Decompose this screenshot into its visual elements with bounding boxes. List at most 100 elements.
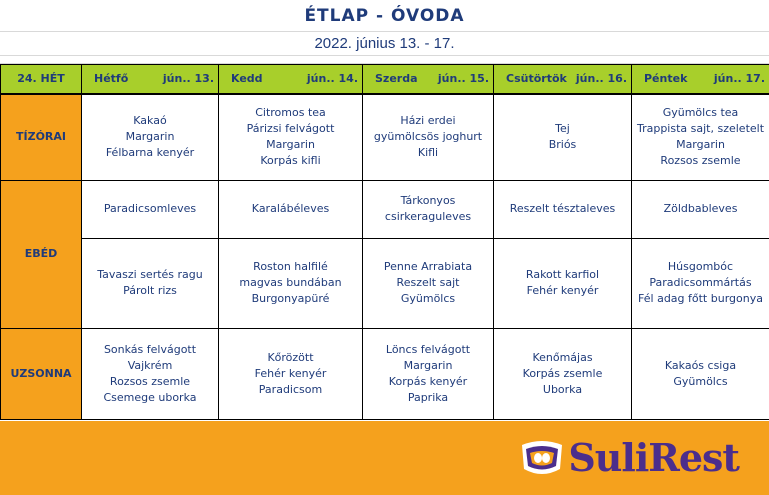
header-row: 24. HÉT Hétfő jún.. 13. Kedd jún.. 14. Sze… xyxy=(0,64,769,95)
menu-cell: Kakaó Margarin Félbarna kenyér xyxy=(81,93,219,181)
ebed-soup-row: EBÉD Paradicsomleves Karalábéleves Tárko… xyxy=(0,179,769,329)
menu-cell: Húsgombóc Paradicsommártás Fél adag főtt b… xyxy=(631,237,769,329)
menu-item: Burgonyapüré xyxy=(251,292,330,305)
menu-item: Paradicsom xyxy=(258,382,323,396)
menu-cell: Gyümölcs tea Trappista sajt, szeletelt Mar… xyxy=(631,93,769,181)
day-header-thursday: Csütörtök jún.. 16. xyxy=(493,64,632,95)
day-header-friday: Péntek jún.. 17. xyxy=(631,64,769,95)
menu-item: Roston halfilé xyxy=(253,260,328,273)
menu-item: Vajkrém xyxy=(127,358,173,372)
menu-cell: Penne Arrabiata Reszelt sajt Gyümölcs xyxy=(362,237,494,329)
spacer-row xyxy=(0,56,769,64)
menu-cell: Kőrözött Fehér kenyér Paradicsom xyxy=(218,327,363,420)
menu-item: Tárkonyos xyxy=(400,194,456,207)
menu-item: Korpás kifli xyxy=(260,154,321,168)
menu-item: Zöldbableves xyxy=(663,202,738,215)
day-name: Csütörtök xyxy=(506,72,567,85)
page-title: ÉTLAP - ÓVODA xyxy=(0,0,769,32)
menu-item: Paradicsommártás xyxy=(649,276,752,289)
footer-banner: SuliRest xyxy=(0,421,769,495)
menu-item: Félbarna kenyér xyxy=(105,146,195,160)
menu-cell: Löncs felvágott Margarin Korpás kenyér Papr… xyxy=(362,327,494,420)
menu-cell: Házi erdei gyümölcsös joghurt Kifli xyxy=(362,93,494,181)
menu-item: Korpás kenyér xyxy=(388,374,468,388)
menu-cell: Karalábéleves xyxy=(218,179,363,239)
menu-cell: Tárkonyos csirkeraguleves xyxy=(362,179,494,239)
menu-item: Briós xyxy=(548,138,577,152)
menu-item: Csemege uborka xyxy=(103,390,197,404)
menu-item: Reszelt tésztaleves xyxy=(509,202,616,215)
menu-item: Tavaszi sertés ragu xyxy=(97,268,203,281)
menu-item: Margarin xyxy=(266,138,315,152)
menu-item: Rakott karfiol xyxy=(525,268,600,281)
menu-item: Paradicsomleves xyxy=(103,202,197,215)
menu-item: Párizsi felvágott xyxy=(246,122,335,136)
menu-cell: Reszelt tésztaleves xyxy=(493,179,632,239)
day-header-monday: Hétfő jún.. 13. xyxy=(81,64,219,95)
menu-item: Sonkás felvágott xyxy=(103,342,197,356)
menu-cell: Roston halfilé magvas bundában Burgonyapür… xyxy=(218,237,363,329)
menu-cell: Kenőmájas Korpás zsemle Uborka xyxy=(493,327,632,420)
menu-item: Gyümölcs xyxy=(400,292,456,305)
menu-item: Házi erdei xyxy=(400,114,456,128)
menu-item: Fehér kenyér xyxy=(254,366,327,380)
menu-cell: Tavaszi sertés ragu Párolt rizs xyxy=(81,237,219,329)
menu-item: Citromos tea xyxy=(255,106,326,120)
menu-item: Kakaós csiga xyxy=(664,358,737,372)
menu-item: Fél adag főtt burgonya xyxy=(638,292,763,305)
menu-cell: Citromos tea Párizsi felvágott Margarin Kor… xyxy=(218,93,363,181)
day-name: Szerda xyxy=(375,72,418,85)
menu-item: Rozsos zsemle xyxy=(109,374,191,388)
menu-cell: Sonkás felvágott Vajkrém Rozsos zsemle Csem… xyxy=(81,327,219,420)
menu-item: Paprika xyxy=(407,390,449,404)
day-date: jún.. 14. xyxy=(306,72,358,85)
menu-item: Rozsos zsemle xyxy=(660,154,741,168)
menu-item: Margarin xyxy=(125,130,175,144)
menu-item: Kifli xyxy=(417,146,439,160)
day-header-tuesday: Kedd jún.. 14. xyxy=(218,64,363,95)
menu-item: Uborka xyxy=(542,382,583,396)
menu-cell: Kakaós csiga Gyümölcs xyxy=(631,327,769,420)
meal-label-ebed: EBÉD xyxy=(0,179,82,329)
menu-item: Kőrözött xyxy=(267,350,314,364)
day-header-wednesday: Szerda jún.. 15. xyxy=(362,64,494,95)
day-name: Péntek xyxy=(644,72,688,85)
menu-item: Gyümölcs tea xyxy=(662,106,739,120)
menu-item: magvas bundában xyxy=(239,276,342,289)
menu-item: Reszelt sajt xyxy=(396,276,460,289)
menu-cell: Rakott karfiol Fehér kenyér xyxy=(493,237,632,329)
tizorai-row: TÍZÓRAI Kakaó Margarin Félbarna kenyér Cit… xyxy=(0,93,769,181)
menu-item: Löncs felvágott xyxy=(385,342,471,356)
menu-item: gyümölcsös joghurt xyxy=(373,130,483,144)
day-date: jún.. 16. xyxy=(575,72,627,85)
menu-item: Margarin xyxy=(676,138,725,152)
date-range: 2022. június 13. - 17. xyxy=(0,32,769,56)
menu-item: Margarin xyxy=(403,358,453,372)
menu-item: csirkeraguleves xyxy=(384,210,472,223)
menu-item: Kenőmájas xyxy=(532,350,593,364)
menu-cell: Tej Briós xyxy=(493,93,632,181)
week-label: 24. HÉT xyxy=(0,64,82,95)
day-name: Kedd xyxy=(231,72,263,85)
menu-cell: Paradicsomleves xyxy=(81,179,219,239)
menu-item: Fehér kenyér xyxy=(526,284,599,297)
sulirest-logo-icon xyxy=(522,440,563,474)
menu-item: Karalábéleves xyxy=(251,202,330,215)
meal-label-uzsonna: UZSONNA xyxy=(0,327,82,420)
day-date: jún.. 15. xyxy=(437,72,489,85)
logo-text: SuliRest xyxy=(568,435,740,480)
meal-label-tizorai: TÍZÓRAI xyxy=(0,93,82,181)
day-name: Hétfő xyxy=(94,72,129,85)
ebed-main-row: Tavaszi sertés ragu Párolt rizs Roston ha… xyxy=(1,237,769,329)
day-date: jún.. 13. xyxy=(162,72,214,85)
sulirest-logo: SuliRest xyxy=(520,435,740,480)
uzsonna-row: UZSONNA Sonkás felvágott Vajkrém Rozsos zs… xyxy=(0,327,769,420)
menu-item: Párolt rizs xyxy=(123,284,177,297)
menu-table: 24. HÉT Hétfő jún.. 13. Kedd jún.. 14. Sze… xyxy=(0,64,769,420)
menu-item: Penne Arrabiata xyxy=(383,260,473,273)
menu-cell: Zöldbableves xyxy=(631,179,769,239)
menu-item: Gyümölcs xyxy=(673,374,728,388)
menu-item: Kakaó xyxy=(133,114,167,128)
menu-item: Húsgombóc xyxy=(667,260,734,273)
